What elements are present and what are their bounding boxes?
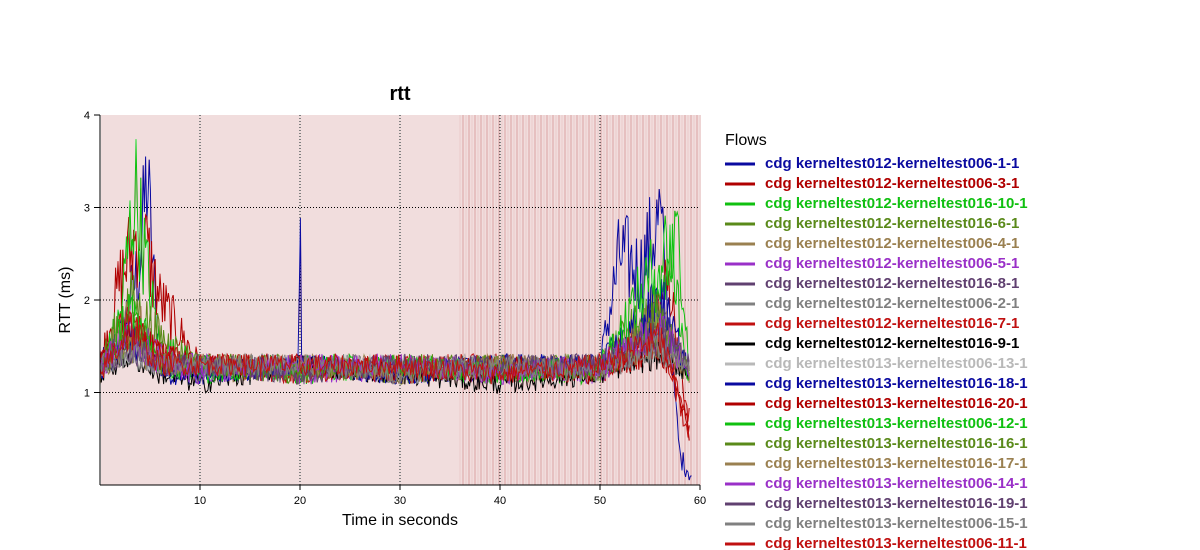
legend-entry: cdg kerneltest012-kerneltest006-1-1 xyxy=(765,155,1019,172)
y-tick-label: 2 xyxy=(84,295,90,307)
y-tick-label: 4 xyxy=(84,110,90,122)
series-line-20 xyxy=(99,313,690,422)
legend-entry: cdg kerneltest013-kerneltest006-15-1 xyxy=(765,515,1028,532)
legend-entry: cdg kerneltest013-kerneltest006-13-1 xyxy=(765,355,1028,372)
legend-entry: cdg kerneltest013-kerneltest016-17-1 xyxy=(765,455,1028,472)
legend-title: Flows xyxy=(725,132,767,149)
legend-entry: cdg kerneltest013-kerneltest016-19-1 xyxy=(765,495,1028,512)
legend-entry: cdg kerneltest013-kerneltest016-20-1 xyxy=(765,395,1028,412)
legend-entry: cdg kerneltest013-kerneltest016-18-1 xyxy=(765,375,1028,392)
x-tick-label: 30 xyxy=(394,495,406,507)
x-tick-label: 20 xyxy=(294,495,306,507)
x-tick-label: 60 xyxy=(694,495,706,507)
legend-entry: cdg kerneltest012-kerneltest016-7-1 xyxy=(765,315,1019,332)
x-tick-label: 40 xyxy=(494,495,506,507)
legend: cdg kerneltest012-kerneltest006-1-1 cdg k… xyxy=(725,155,1028,550)
grid xyxy=(100,115,700,485)
legend-entry: cdg kerneltest012-kerneltest006-4-1 xyxy=(765,235,1019,252)
axes: 10 20 30 40 50 60 1 2 3 4 xyxy=(84,110,706,507)
legend-entry: cdg kerneltest012-kerneltest016-6-1 xyxy=(765,215,1019,232)
legend-entry: cdg kerneltest012-kerneltest006-3-1 xyxy=(765,175,1019,192)
chart-title: rtt xyxy=(389,83,410,105)
y-tick-label: 3 xyxy=(84,203,90,215)
legend-entry: cdg kerneltest013-kerneltest016-16-1 xyxy=(765,435,1028,452)
series-lines xyxy=(99,139,692,481)
legend-entry: cdg kerneltest012-kerneltest016-10-1 xyxy=(765,195,1028,212)
y-tick-label: 1 xyxy=(84,388,90,400)
x-tick-label: 10 xyxy=(194,495,206,507)
y-axis-label: RTT (ms) xyxy=(57,267,74,334)
legend-entry: cdg kerneltest012-kerneltest006-2-1 xyxy=(765,295,1019,312)
legend-entry: cdg kerneltest012-kerneltest016-8-1 xyxy=(765,275,1019,292)
x-tick-label: 50 xyxy=(594,495,606,507)
series-line-19 xyxy=(99,333,690,385)
x-axis-label: Time in seconds xyxy=(342,512,458,529)
legend-entry: cdg kerneltest012-kerneltest006-5-1 xyxy=(765,255,1019,272)
legend-entry: cdg kerneltest012-kerneltest016-9-1 xyxy=(765,335,1019,352)
legend-entry: cdg kerneltest013-kerneltest006-14-1 xyxy=(765,475,1028,492)
legend-entry: cdg kerneltest013-kerneltest006-11-1 xyxy=(765,535,1027,550)
legend-entry: cdg kerneltest013-kerneltest006-12-1 xyxy=(765,415,1028,432)
